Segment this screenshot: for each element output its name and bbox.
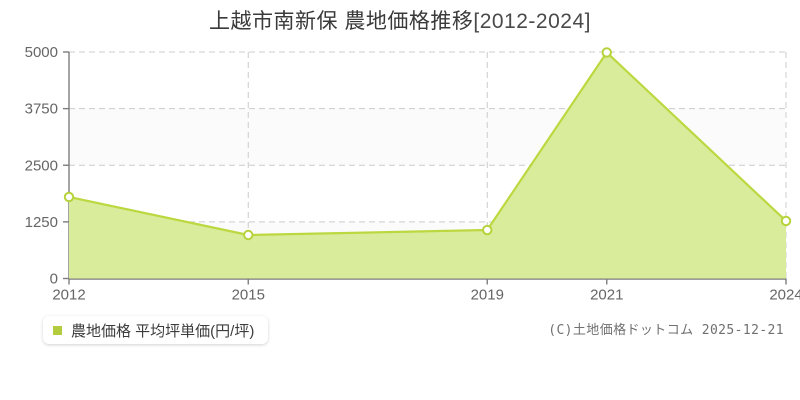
data-point-marker bbox=[601, 47, 612, 58]
y-axis-labels: 0 1250 2500 3750 5000 bbox=[25, 44, 58, 288]
area-fill bbox=[69, 52, 786, 279]
data-point-marker bbox=[243, 229, 254, 241]
y-axis-tick-label: 1250 bbox=[25, 214, 58, 231]
x-axis-ticks bbox=[68, 278, 787, 285]
x-axis-labels: 2012 2015 2019 2021 2024 bbox=[52, 287, 800, 304]
y-axis-ticks bbox=[63, 51, 69, 280]
chart-title-range: [2012-2024] bbox=[473, 10, 591, 33]
x-axis-tick-label: 2024 bbox=[769, 287, 800, 304]
legend-swatch-icon bbox=[53, 325, 62, 335]
chart-title: 上越市南新保 農地価格推移[2012-2024] bbox=[0, 9, 800, 35]
legend-label: 農地価格 平均坪単価(円/坪) bbox=[71, 322, 255, 340]
data-point-marker bbox=[482, 224, 493, 236]
x-axis-tick-label: 2021 bbox=[590, 287, 623, 304]
x-axis-tick-label: 2019 bbox=[471, 287, 504, 304]
data-point-markers bbox=[63, 47, 792, 241]
chart-legend: 農地価格 平均坪単価(円/坪) bbox=[43, 316, 269, 344]
y-axis-tick-label: 5000 bbox=[25, 44, 58, 61]
x-axis-tick-label: 2012 bbox=[52, 287, 85, 304]
y-axis-tick-label: 3750 bbox=[25, 101, 58, 118]
data-point-marker bbox=[63, 191, 75, 203]
data-point-marker bbox=[780, 215, 792, 227]
copyright-credit: (C)土地価格ドットコム 2025-12-21 bbox=[548, 323, 784, 338]
x-axis-tick-label: 2015 bbox=[232, 287, 265, 304]
y-axis-tick-label: 0 bbox=[50, 271, 58, 288]
y-axis-tick-label: 2500 bbox=[25, 157, 58, 174]
chart-title-main: 上越市南新保 農地価格推移 bbox=[209, 10, 474, 33]
